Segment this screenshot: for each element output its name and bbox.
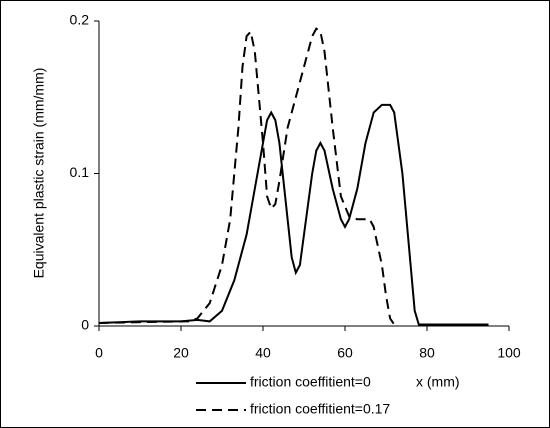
data-line — [98, 103, 489, 326]
x-tick-label: 60 — [337, 345, 353, 361]
x-tick-label: 40 — [255, 345, 271, 361]
legend-label: friction coeffitient=0 — [250, 374, 371, 390]
x-axis-label: x (mm) — [416, 374, 460, 390]
legend-label: friction coeffitient=0.17 — [250, 401, 390, 417]
y-tick-label: 0.2 — [70, 12, 90, 28]
x-tick-label: 80 — [419, 345, 435, 361]
y-tick-label: 0 — [81, 317, 89, 333]
y-axis-label: Equivalent plastic strain (mm/mm) — [31, 68, 47, 279]
x-tick-label: 0 — [95, 345, 103, 361]
x-tick-label: 100 — [497, 345, 521, 361]
x-tick-label: 20 — [173, 345, 189, 361]
data-line — [98, 27, 396, 326]
y-tick-label: 0.1 — [70, 164, 90, 180]
